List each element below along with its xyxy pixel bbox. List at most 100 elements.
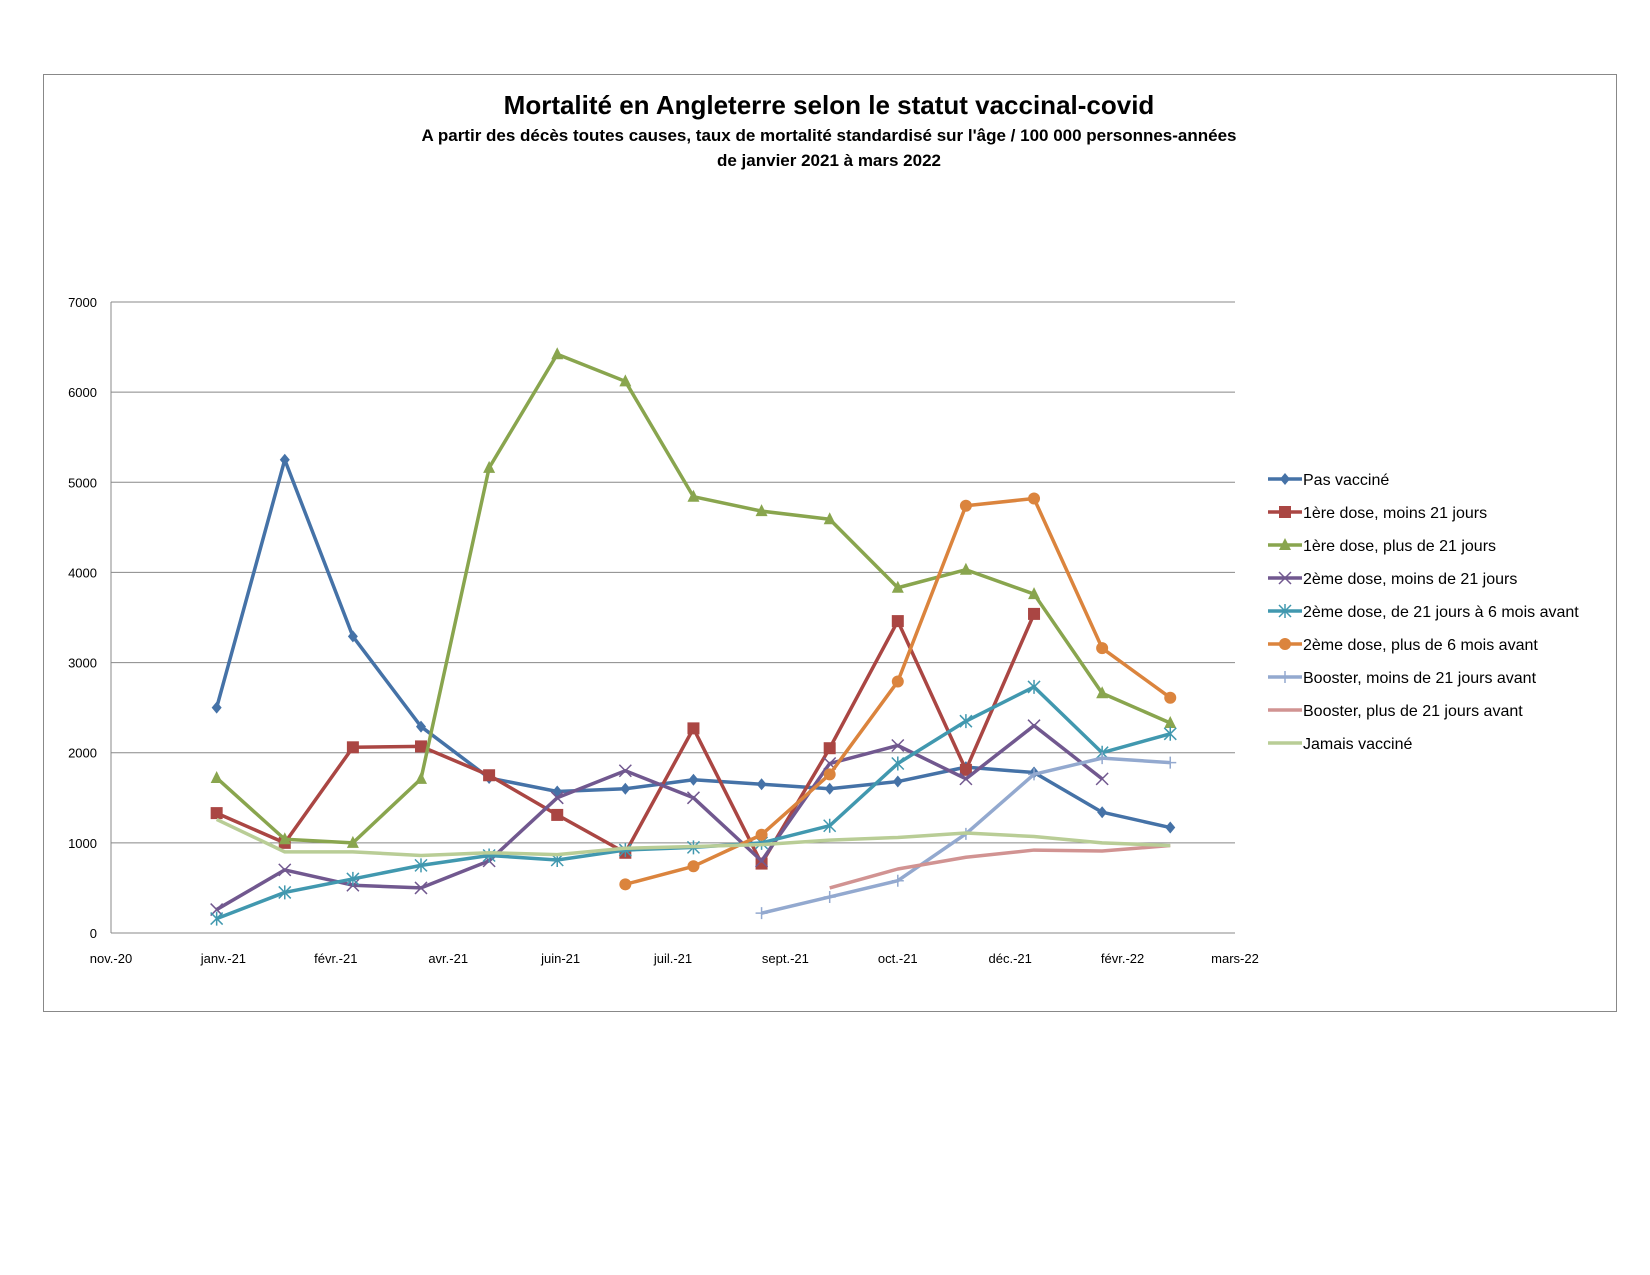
legend-item: 2ème dose, de 21 jours à 6 mois avant [1268,604,1579,621]
star-marker [618,843,632,858]
plus-marker [1279,671,1291,683]
legend-label: 1ère dose, moins 21 jours [1303,505,1487,522]
square-marker [959,763,972,776]
series-line [215,352,1171,845]
square-marker [755,857,768,870]
y-tick-label: 4000 [68,565,97,580]
chart-subtitle-2: de janvier 2021 à mars 2022 [717,151,941,170]
triangle-marker [483,460,496,473]
legend-label: 2ème dose, de 21 jours à 6 mois avant [1303,604,1579,621]
circle-marker [619,878,632,891]
x-marker [959,772,973,786]
triangle-marker [346,835,359,848]
legend-item: 1ère dose, moins 21 jours [1268,505,1487,522]
x-marker [1278,571,1292,585]
series-line [624,496,1172,887]
x-marker [618,764,632,778]
circle-marker [1028,492,1041,505]
square-marker [823,742,836,755]
series-line [215,723,1104,912]
circle-marker [687,860,700,873]
circle-marker [1279,638,1291,650]
x-tick-label: avr.-21 [428,951,468,966]
triangle-marker [1028,587,1041,600]
star-marker [210,911,224,926]
diamond-marker [688,773,699,786]
y-tick-label: 0 [90,926,97,941]
triangle-marker [1096,686,1109,699]
x-marker [414,881,428,895]
triangle-marker [755,504,768,517]
diamond-marker [211,701,222,714]
legend-label: Jamais vacciné [1303,736,1412,753]
star-marker [1278,604,1292,618]
diamond-marker [279,453,290,466]
x-marker [1095,772,1109,786]
legend-item: 2ème dose, moins de 21 jours [1268,571,1517,588]
diamond-marker [892,775,903,788]
star-marker [414,858,428,873]
x-marker [1027,719,1041,733]
plus-marker [823,890,836,903]
triangle-marker [278,832,291,845]
plus-marker [891,874,904,887]
x-tick-label: sept.-21 [762,951,809,966]
y-tick-label: 5000 [68,475,97,490]
triangle-marker [1164,715,1177,728]
triangle-marker [619,374,632,387]
legend-label: 2ème dose, plus de 6 mois avant [1303,637,1538,654]
diamond-marker [1097,806,1108,819]
x-tick-label: janv.-21 [200,951,246,966]
plus-marker [1164,756,1177,769]
series-5 [619,492,1177,891]
diamond-marker [756,778,767,791]
square-marker [551,808,564,821]
x-tick-label: juin-21 [540,951,580,966]
square-marker [1028,607,1041,620]
plus-marker [1028,768,1041,781]
y-tick-label: 1000 [68,836,97,851]
circle-marker [959,499,972,512]
x-tick-label: févr.-21 [314,951,357,966]
x-tick-label: févr.-22 [1101,951,1144,966]
square-marker [1279,506,1291,518]
plus-marker [755,907,768,920]
circle-marker [1096,642,1109,655]
legend-label: 2ème dose, moins de 21 jours [1303,571,1517,588]
x-marker [686,791,700,805]
legend-label: Booster, moins de 21 jours avant [1303,670,1537,687]
square-marker [687,722,700,735]
triangle-marker [1279,538,1291,550]
x-tick-label: oct.-21 [878,951,918,966]
star-marker [891,756,905,771]
triangle-marker [687,489,700,502]
legend-item: Booster, plus de 21 jours avant [1268,703,1523,720]
chart-subtitle-1: A partir des décès toutes causes, taux d… [421,126,1237,145]
star-marker [1027,679,1041,694]
y-tick-label: 6000 [68,385,97,400]
diamond-marker [1280,473,1290,485]
circle-marker [1164,691,1177,704]
series-1 [210,607,1041,870]
series-line [215,817,1171,858]
square-marker [210,807,223,820]
star-marker [278,885,292,900]
chart-title: Mortalité en Angleterre selon le statut … [503,90,1155,120]
series-line [214,458,1171,830]
square-marker [483,769,496,782]
diamond-marker [347,630,358,643]
diamond-marker [415,720,426,733]
star-marker [346,871,360,886]
star-marker [823,818,837,833]
x-tick-label: déc.-21 [989,951,1032,966]
triangle-marker [959,562,972,575]
y-tick-label: 2000 [68,746,97,761]
triangle-marker [823,512,836,525]
star-marker [1163,726,1177,741]
diamond-marker [1165,821,1176,834]
chart-frame [43,74,1617,1012]
diamond-marker [824,782,835,795]
diamond-marker [620,782,631,795]
x-tick-label: mars-22 [1211,951,1259,966]
